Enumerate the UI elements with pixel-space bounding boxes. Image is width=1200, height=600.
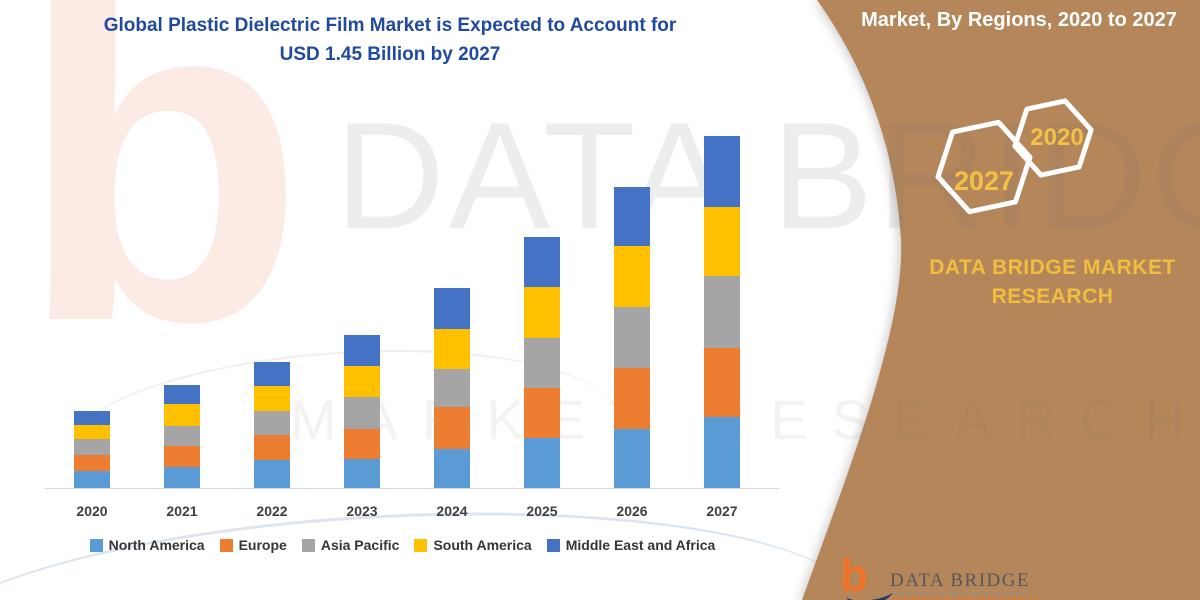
bar-2026-segment-europe (614, 368, 650, 429)
bar-2022-segment-europe (254, 435, 290, 460)
legend-item-asia-pacific: Asia Pacific (301, 537, 400, 553)
bar-2026 (614, 187, 650, 488)
bar-2022-segment-north-america (254, 460, 290, 488)
chart-title-line1: Global Plastic Dielectric Film Market is… (103, 15, 677, 36)
stacked-bar-chart: Global Plastic Dielectric Film Market is… (15, 11, 790, 553)
bar-2027-segment-north-america (704, 417, 740, 488)
legend-swatch-north-america (89, 538, 103, 552)
bar-2022-segment-middle-east-and-africa (254, 362, 290, 386)
bar-2023-segment-europe (344, 429, 380, 459)
bar-2020-segment-asia-pacific (74, 439, 110, 455)
x-label-2022: 2022 (256, 503, 288, 519)
legend-item-middle-east-and-africa: Middle East and Africa (546, 537, 716, 553)
x-label-2027: 2027 (706, 503, 738, 519)
x-axis-line (45, 488, 779, 489)
bar-2026-segment-south-america (614, 246, 650, 307)
bar-2024 (434, 288, 470, 488)
bar-2026-segment-asia-pacific (614, 307, 650, 368)
bar-2025-segment-south-america (524, 287, 560, 338)
bar-2027 (704, 136, 740, 488)
bar-2022-segment-south-america (254, 386, 290, 411)
bar-2027-segment-asia-pacific (704, 276, 740, 348)
bar-2025-segment-europe (524, 388, 560, 438)
legend-swatch-europe (219, 538, 233, 552)
bar-2027-segment-south-america (704, 207, 740, 276)
chart-legend: North America Europe Asia Pacific South Ame… (15, 537, 790, 553)
bar-2027-segment-middle-east-and-africa (704, 136, 740, 207)
bar-2021-segment-north-america (164, 467, 200, 488)
bar-2020-segment-middle-east-and-africa (74, 411, 110, 425)
legend-label-middle-east-and-africa: Middle East and Africa (565, 537, 716, 553)
bar-2023-segment-south-america (344, 366, 380, 397)
legend-swatch-asia-pacific (301, 538, 315, 552)
bar-2024-segment-asia-pacific (434, 369, 470, 407)
legend-label-south-america: South America (433, 537, 532, 553)
chart-title: Global Plastic Dielectric Film Market is… (40, 11, 740, 69)
x-label-2025: 2025 (526, 503, 558, 519)
bar-2020 (74, 411, 110, 488)
legend-label-europe: Europe (238, 537, 287, 553)
bar-2024-segment-middle-east-and-africa (434, 288, 470, 329)
legend-swatch-middle-east-and-africa (546, 538, 560, 552)
pink-b-watermark-icon: b (18, 0, 306, 419)
bar-2025-segment-north-america (524, 438, 560, 488)
x-label-2023: 2023 (346, 503, 378, 519)
bar-2023 (344, 335, 380, 488)
x-label-2024: 2024 (436, 503, 468, 519)
chart-title-line2: USD 1.45 Billion by 2027 (279, 44, 501, 65)
bar-2020-segment-south-america (74, 425, 110, 439)
bar-2023-segment-middle-east-and-africa (344, 335, 380, 366)
bar-2025-segment-middle-east-and-africa (524, 237, 560, 287)
bar-2021-segment-middle-east-and-africa (164, 385, 200, 404)
bar-2024-segment-europe (434, 407, 470, 449)
bar-2022 (254, 362, 290, 488)
bar-2020-segment-europe (74, 455, 110, 471)
legend-label-asia-pacific: Asia Pacific (320, 537, 400, 553)
legend-item-south-america: South America (414, 537, 532, 553)
x-axis-labels: 2020 2021 2022 2023 2024 2025 2026 2027 (47, 503, 767, 523)
bar-2026-segment-middle-east-and-africa (614, 187, 650, 246)
bar-2023-segment-north-america (344, 459, 380, 488)
legend-swatch-south-america (414, 538, 428, 552)
bar-2025-segment-asia-pacific (524, 338, 560, 388)
bar-2027-segment-europe (704, 348, 740, 417)
bar-2021-segment-europe (164, 446, 200, 467)
bar-2023-segment-asia-pacific (344, 397, 380, 429)
bar-2021 (164, 385, 200, 488)
legend-label-north-america: North America (108, 537, 205, 553)
bar-2024-segment-north-america (434, 449, 470, 488)
side-panel-shape (802, 0, 1200, 600)
bar-2022-segment-asia-pacific (254, 411, 290, 435)
bar-2021-segment-south-america (164, 404, 200, 426)
legend-item-europe: Europe (219, 537, 287, 553)
bar-2024-segment-south-america (434, 329, 470, 369)
x-label-2021: 2021 (166, 503, 198, 519)
x-label-2026: 2026 (616, 503, 648, 519)
bar-2020-segment-north-america (74, 471, 110, 488)
bar-2025 (524, 237, 560, 488)
bar-2026-segment-north-america (614, 429, 650, 488)
x-label-2020: 2020 (76, 503, 108, 519)
plot-area (47, 95, 767, 488)
bar-2021-segment-asia-pacific (164, 426, 200, 446)
legend-item-north-america: North America (89, 537, 205, 553)
